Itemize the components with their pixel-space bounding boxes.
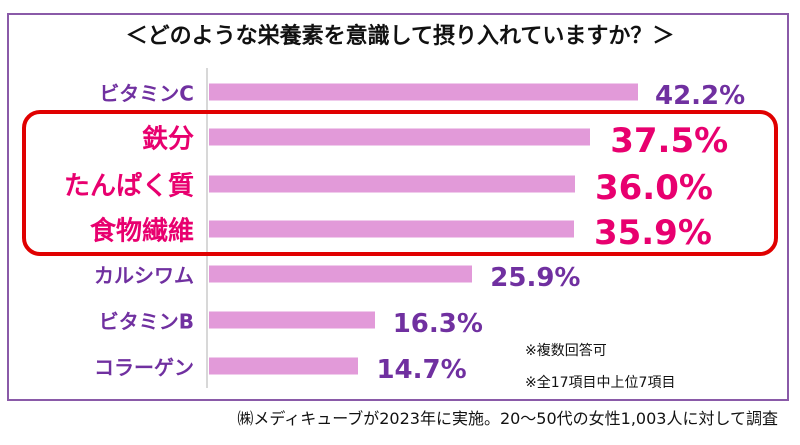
bar <box>209 265 473 283</box>
bar <box>209 83 638 101</box>
highlight-box <box>22 110 778 256</box>
bar <box>209 357 359 375</box>
bar <box>209 311 375 329</box>
category-label: 食物繊維 <box>89 216 194 247</box>
source-note: ㈱メディキューブが2023年に実施。20～50代の女性1,003人に対して調査 <box>237 409 778 428</box>
note-multiple-answers: ※複数回答可 <box>525 343 607 359</box>
bar <box>209 220 574 238</box>
chart-frame <box>7 13 789 401</box>
value-label: 16.3% <box>392 309 483 339</box>
category-label: 鉄分 <box>141 124 194 155</box>
bar <box>209 175 575 193</box>
chart-title: ＜どのような栄養素を意識して摂り入れていますか？＞ <box>125 24 675 49</box>
category-label: たんぱく質 <box>63 171 194 202</box>
value-label: 42.2% <box>655 81 746 111</box>
bar <box>209 128 591 146</box>
category-label: ビタミンC <box>99 81 194 106</box>
value-label: 35.9% <box>593 213 712 253</box>
category-label: ビタミンB <box>98 309 194 334</box>
value-label: 14.7% <box>376 355 467 385</box>
note-top-items: ※全17項目中上位7項目 <box>525 375 676 391</box>
value-label: 36.0% <box>594 168 713 208</box>
category-label: カルシワム <box>94 263 194 288</box>
category-label: コラーゲン <box>94 355 194 380</box>
value-label: 25.9% <box>490 263 581 293</box>
category-axis-line <box>206 68 208 388</box>
value-label: 37.5% <box>610 121 729 161</box>
